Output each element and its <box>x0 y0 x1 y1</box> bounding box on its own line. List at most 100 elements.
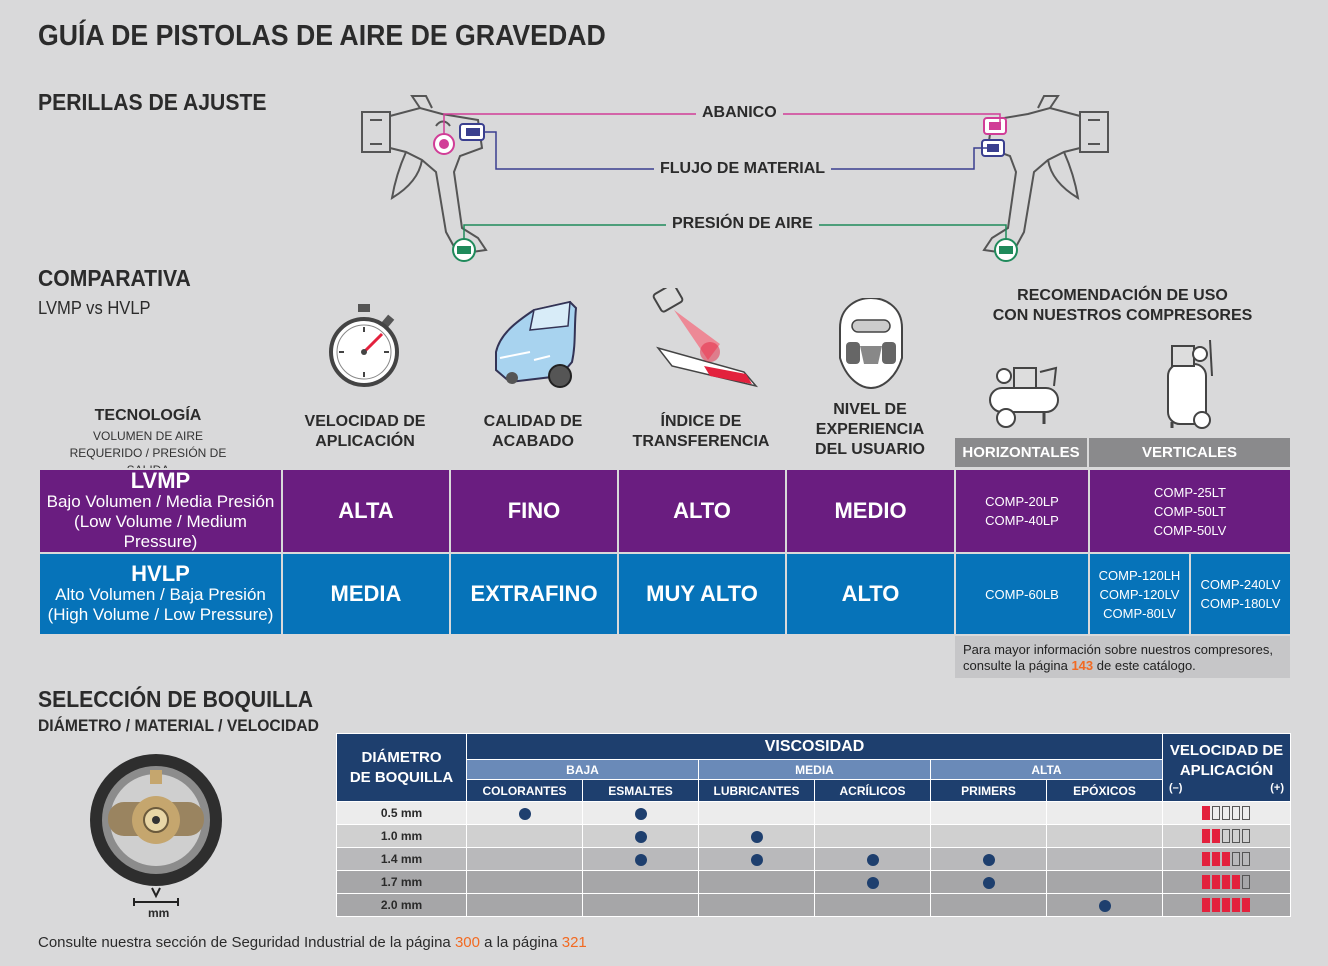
material-cell <box>930 847 1047 871</box>
horizontal-compressor-icon <box>989 366 1059 428</box>
material-header: EPÓXICOS <box>1046 779 1163 802</box>
note-page-link[interactable]: 143 <box>1071 658 1094 673</box>
diameter-header: DIÁMETRO DE BOQUILLA <box>336 733 467 802</box>
knob-label-presion: PRESIÓN DE AIRE <box>666 215 819 233</box>
speed-bar-icon <box>1221 875 1230 890</box>
material-cell <box>698 847 815 871</box>
spray-guns-diagram <box>361 95 1109 262</box>
speed-bar-icon <box>1221 852 1230 867</box>
material-cell <box>814 847 931 871</box>
value-cell: ALTO <box>617 468 787 554</box>
material-cell <box>1046 893 1163 917</box>
material-cell <box>466 870 583 894</box>
recommended-dot-icon <box>982 853 995 866</box>
material-cell <box>582 824 699 848</box>
vertical-compressor-icon <box>1167 339 1213 429</box>
car-icon <box>495 300 578 388</box>
table-row: 1.0 mm <box>336 824 1291 848</box>
table-row: 2.0 mm <box>336 893 1291 917</box>
speed-bar-icon <box>1241 875 1250 890</box>
speed-bar-icon <box>1241 806 1250 821</box>
footer-note: Consulte nuestra sección de Seguridad In… <box>38 934 587 951</box>
transfer-spray-icon <box>652 288 759 388</box>
material-cell <box>930 801 1047 825</box>
speed-bar-icon <box>1231 875 1240 890</box>
speed-bar-icon <box>1201 852 1210 867</box>
speed-bar-icon <box>1231 806 1240 821</box>
table-row: 1.4 mm <box>336 847 1291 871</box>
horizontal-header: HORIZONTALES <box>955 438 1087 467</box>
col-header-calidad: CALIDAD DE ACABADO <box>483 413 583 450</box>
comparison-subheading: LVMP vs HVLP <box>38 298 151 318</box>
left-abanico-knob-icon <box>433 133 455 155</box>
nozzle-icon <box>90 754 222 906</box>
recommended-dot-icon <box>750 830 763 843</box>
knobs-heading: PERILLAS DE AJUSTE <box>38 89 267 115</box>
value-cell: MEDIO <box>785 468 956 554</box>
comparison-heading: COMPARATIVA <box>38 265 191 291</box>
respirator-mask-icon <box>839 298 903 390</box>
footer-page-link-b[interactable]: 321 <box>561 934 587 951</box>
group-media: MEDIA <box>698 759 931 780</box>
material-cell <box>1046 847 1163 871</box>
recommended-dot-icon <box>518 807 531 820</box>
nozzle-size: 2.0 mm <box>336 893 467 917</box>
group-alta: ALTA <box>930 759 1163 780</box>
tech-header: TECNOLOGÍA <box>94 407 202 424</box>
horizontal-models-lvmp: COMP-20LP COMP-40LP <box>954 468 1090 554</box>
recommended-dot-icon <box>1098 899 1111 912</box>
knob-label-abanico: ABANICO <box>696 104 783 122</box>
speed-meter <box>1162 801 1291 825</box>
material-header: ACRÍLICOS <box>814 779 931 802</box>
speed-bar-icon <box>1241 829 1250 844</box>
material-cell <box>930 893 1047 917</box>
material-cell <box>582 893 699 917</box>
speed-bar-icon <box>1211 829 1220 844</box>
left-spray-gun-icon <box>361 95 488 256</box>
material-header: PRIMERS <box>930 779 1047 802</box>
material-cell <box>1046 801 1163 825</box>
page-title: GUÍA DE PISTOLAS DE AIRE DE GRAVEDAD <box>38 20 606 52</box>
speed-bar-icon <box>1241 852 1250 867</box>
table-row-hvlp: HVLP Alto Volumen / Baja Presión (High V… <box>38 552 1292 636</box>
speed-bar-icon <box>1241 898 1250 913</box>
knob-label-flujo: FLUJO DE MATERIAL <box>654 160 832 178</box>
col-header-transferencia: ÍNDICE DE TRANSFERENCIA <box>632 413 770 450</box>
speed-bar-icon <box>1211 806 1220 821</box>
speed-bar-icon <box>1221 898 1230 913</box>
speed-bar-icon <box>1201 898 1210 913</box>
vertical-models-hvlp-b: COMP-240LV COMP-180LV <box>1189 552 1292 636</box>
material-header: ESMALTES <box>582 779 699 802</box>
value-cell: MUY ALTO <box>617 552 787 636</box>
recommended-dot-icon <box>750 853 763 866</box>
footer-page-link-a[interactable]: 300 <box>454 934 480 951</box>
material-cell <box>814 801 931 825</box>
value-cell: FINO <box>449 468 619 554</box>
material-cell <box>466 847 583 871</box>
recommended-dot-icon <box>866 853 879 866</box>
speed-bar-icon <box>1201 829 1210 844</box>
material-cell <box>466 801 583 825</box>
vertical-header: VERTICALES <box>1089 438 1290 467</box>
mm-label: mm <box>148 906 170 920</box>
recommended-dot-icon <box>634 807 647 820</box>
speed-bar-icon <box>1201 875 1210 890</box>
nozzle-heading: SELECCIÓN DE BOQUILLA <box>38 686 314 712</box>
recommendation-header: RECOMENDACIÓN DE USO CON NUESTROS COMPRES… <box>992 287 1253 324</box>
speed-meter <box>1162 847 1291 871</box>
material-cell <box>582 847 699 871</box>
table-row: 1.7 mm <box>336 870 1291 894</box>
vertical-models-lvmp: COMP-25LT COMP-50LT COMP-50LV <box>1088 468 1292 554</box>
speed-bar-icon <box>1211 852 1220 867</box>
speed-bar-icon <box>1211 875 1220 890</box>
nozzle-size: 1.0 mm <box>336 824 467 848</box>
material-cell <box>930 870 1047 894</box>
value-cell: MEDIA <box>281 552 451 636</box>
left-presion-knob-icon <box>452 238 476 262</box>
group-baja: BAJA <box>466 759 699 780</box>
tech-cell-hvlp: HVLP Alto Volumen / Baja Presión (High V… <box>38 552 283 636</box>
material-cell <box>582 870 699 894</box>
speed-bar-icon <box>1221 829 1230 844</box>
recommended-dot-icon <box>866 876 879 889</box>
nozzle-table: DIÁMETRO DE BOQUILLA VISCOSIDAD VELOCIDAD… <box>336 733 1291 917</box>
